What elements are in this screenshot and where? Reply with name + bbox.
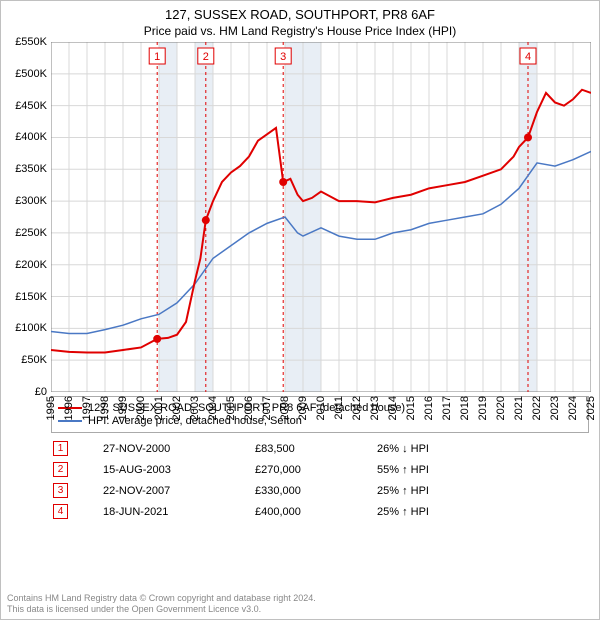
- sale-date: 18-JUN-2021: [103, 502, 253, 521]
- svg-text:4: 4: [525, 51, 531, 63]
- sale-date: 15-AUG-2003: [103, 460, 253, 479]
- sales-row: 3 22-NOV-2007£330,00025% ↑ HPI: [53, 481, 497, 500]
- svg-text:2: 2: [203, 51, 209, 63]
- marker-box-icon: 3: [53, 483, 68, 498]
- svg-text:3: 3: [280, 51, 286, 63]
- x-axis-label: 2006: [243, 396, 255, 420]
- x-axis-label: 2021: [513, 396, 525, 420]
- x-axis-label: 2002: [171, 396, 183, 420]
- sale-price: £270,000: [255, 460, 375, 479]
- y-axis-label: £450K: [15, 100, 47, 112]
- page-title: 127, SUSSEX ROAD, SOUTHPORT, PR8 6AF: [1, 7, 599, 22]
- y-axis-label: £500K: [15, 68, 47, 80]
- sale-price: £330,000: [255, 481, 375, 500]
- x-axis-label: 2005: [225, 396, 237, 420]
- sale-diff: 55% ↑ HPI: [377, 460, 497, 479]
- x-axis-label: 1998: [99, 396, 111, 420]
- y-axis-label: £200K: [15, 259, 47, 271]
- y-axis-label: £550K: [15, 36, 47, 48]
- x-axis-label: 2000: [135, 396, 147, 420]
- chart-area: 1234 £0£50K£100K£150K£200K£250K£300K£350…: [51, 42, 591, 392]
- sales-row: 1 27-NOV-2000£83,50026% ↓ HPI: [53, 439, 497, 458]
- x-axis-label: 2007: [261, 396, 273, 420]
- y-axis-label: £250K: [15, 227, 47, 239]
- x-axis-label: 2003: [189, 396, 201, 420]
- x-axis-label: 2012: [351, 396, 363, 420]
- x-axis-label: 2008: [279, 396, 291, 420]
- x-axis-label: 2015: [405, 396, 417, 420]
- footer-line-2: This data is licensed under the Open Gov…: [7, 604, 593, 615]
- sale-date: 22-NOV-2007: [103, 481, 253, 500]
- footer: Contains HM Land Registry data © Crown c…: [7, 593, 593, 616]
- y-axis-label: £100K: [15, 322, 47, 334]
- x-axis-label: 2004: [207, 396, 219, 420]
- page-subtitle: Price paid vs. HM Land Registry's House …: [1, 24, 599, 38]
- x-axis-label: 2016: [423, 396, 435, 420]
- y-axis-label: £300K: [15, 195, 47, 207]
- x-axis-label: 2020: [495, 396, 507, 420]
- sale-price: £83,500: [255, 439, 375, 458]
- x-axis-label: 1999: [117, 396, 129, 420]
- x-axis-label: 2010: [315, 396, 327, 420]
- price-chart: 1 2 3 4: [51, 42, 591, 392]
- sale-diff: 25% ↑ HPI: [377, 481, 497, 500]
- x-axis-label: 2014: [387, 396, 399, 420]
- x-axis-label: 2022: [531, 396, 543, 420]
- sale-date: 27-NOV-2000: [103, 439, 253, 458]
- y-axis-label: £50K: [21, 354, 47, 366]
- x-axis-label: 2025: [585, 396, 597, 420]
- x-axis-label: 1997: [81, 396, 93, 420]
- x-axis-label: 2001: [153, 396, 165, 420]
- svg-text:1: 1: [154, 51, 160, 63]
- sales-row: 2 15-AUG-2003£270,00055% ↑ HPI: [53, 460, 497, 479]
- marker-box-icon: 4: [53, 504, 68, 519]
- sales-table: 1 27-NOV-2000£83,50026% ↓ HPI 2 15-AUG-2003…: [51, 437, 499, 523]
- footer-line-1: Contains HM Land Registry data © Crown c…: [7, 593, 593, 604]
- x-axis-label: 1995: [45, 396, 57, 420]
- y-axis-label: £350K: [15, 163, 47, 175]
- x-axis-label: 2023: [549, 396, 561, 420]
- x-axis-label: 2011: [333, 396, 345, 420]
- x-axis-label: 2013: [369, 396, 381, 420]
- sale-price: £400,000: [255, 502, 375, 521]
- sale-diff: 25% ↑ HPI: [377, 502, 497, 521]
- marker-box-icon: 1: [53, 441, 68, 456]
- x-axis-label: 2017: [441, 396, 453, 420]
- x-axis-label: 2019: [477, 396, 489, 420]
- y-axis-label: £150K: [15, 291, 47, 303]
- y-axis-label: £400K: [15, 131, 47, 143]
- x-axis-label: 1996: [63, 396, 75, 420]
- x-axis-label: 2018: [459, 396, 471, 420]
- x-axis-label: 2024: [567, 396, 579, 420]
- sales-row: 4 18-JUN-2021£400,00025% ↑ HPI: [53, 502, 497, 521]
- marker-box-icon: 2: [53, 462, 68, 477]
- x-axis-label: 2009: [297, 396, 309, 420]
- sale-diff: 26% ↓ HPI: [377, 439, 497, 458]
